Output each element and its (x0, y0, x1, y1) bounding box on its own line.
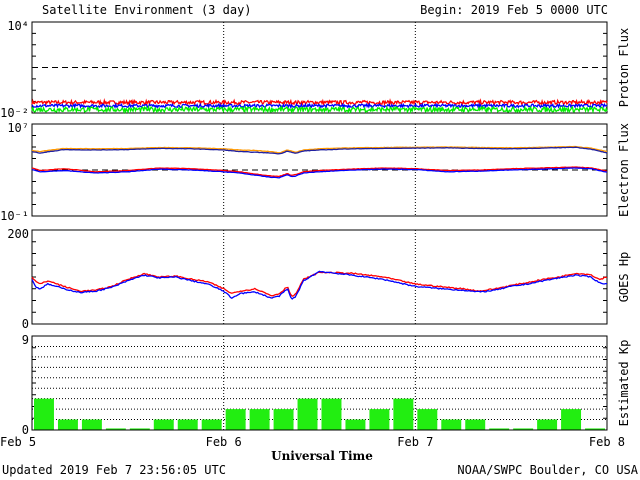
begin-time: Begin: 2019 Feb 5 0000 UTC (420, 3, 608, 17)
kp-bar (561, 409, 582, 430)
y-axis-label: Electron Flux (617, 123, 631, 217)
series-line-green (31, 104, 608, 115)
kp-bar (153, 419, 174, 430)
series-line-blue (31, 167, 608, 179)
estimated-kp-panel: 9 0 Estimated Kp (22, 333, 631, 437)
y-tick-label: 200 (7, 227, 29, 241)
kp-bar (417, 409, 438, 430)
kp-bar (273, 409, 294, 430)
x-tick-label: Feb 7 (397, 435, 433, 449)
series-line-blue (31, 270, 607, 300)
y-tick-label: 9 (22, 333, 29, 347)
kp-bar (177, 419, 198, 430)
kp-bar (34, 398, 54, 430)
y-tick-label: 10⁷ (7, 121, 29, 135)
proton-flux-panel: 10⁴ 10⁻² Proton Flux (0, 19, 631, 120)
kp-bar (105, 428, 126, 430)
series-line-red (31, 166, 608, 178)
chart-title: Satellite Environment (3 day) (42, 3, 252, 17)
kp-bar (345, 419, 366, 430)
series-line-blue (31, 102, 608, 110)
series-line-red (31, 98, 608, 107)
kp-bar (129, 428, 150, 430)
kp-bar (513, 428, 534, 430)
updated-time: Updated 2019 Feb 7 23:56:05 UTC (2, 463, 226, 477)
kp-bar (441, 419, 462, 430)
panel-frame (31, 21, 608, 114)
kp-bar (585, 428, 605, 430)
credit-text: NOAA/SWPC Boulder, CO USA (457, 463, 638, 477)
x-tick-label: Feb 8 (589, 435, 625, 449)
kp-bar (393, 398, 414, 430)
panel-frame (31, 229, 608, 325)
kp-bar (489, 428, 510, 430)
series-line-orange (31, 145, 608, 154)
x-tick-label: Feb 6 (206, 435, 242, 449)
series-line-red (31, 271, 607, 297)
x-tick-label: Feb 5 (0, 435, 36, 449)
y-tick-label: 10⁴ (7, 19, 29, 33)
kp-bar (297, 398, 318, 430)
y-axis-label: Estimated Kp (617, 340, 631, 427)
kp-bar (249, 409, 270, 430)
x-axis-label: Universal Time (271, 449, 373, 463)
goes-hp-panel: 200 0 GOES Hp (7, 227, 631, 331)
kp-bar (57, 419, 78, 430)
x-tick-labels: Feb 5 Feb 6 Feb 7 Feb 8 (0, 435, 625, 449)
kp-bar (225, 409, 246, 430)
kp-bar (321, 398, 342, 430)
electron-flux-panel: 10⁷ 10⁻¹ Electron Flux (0, 121, 631, 223)
kp-bar (537, 419, 558, 430)
panel-frame (31, 335, 608, 431)
y-tick-label: 0 (22, 317, 29, 331)
y-axis-label: GOES Hp (617, 252, 631, 303)
y-tick-label: 10⁻² (0, 106, 29, 120)
y-axis-label: Proton Flux (617, 28, 631, 107)
y-tick-label: 0 (22, 423, 29, 437)
series-line-purple (31, 146, 608, 155)
kp-bar (465, 419, 486, 430)
kp-bar (369, 409, 390, 430)
panel-frame (31, 335, 608, 431)
kp-bar (201, 419, 222, 430)
y-tick-label: 10⁻¹ (0, 209, 29, 223)
kp-bar (81, 419, 102, 430)
